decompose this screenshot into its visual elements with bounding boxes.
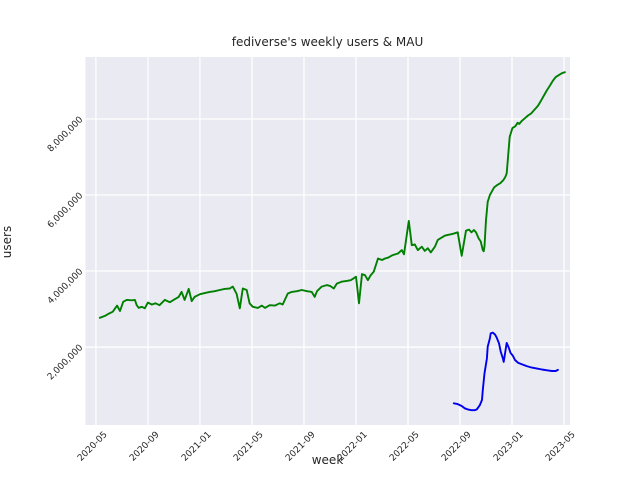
plot-background — [85, 57, 570, 425]
chart-title: fediverse's weekly users & MAU — [231, 35, 424, 49]
series-line-mau — [452, 331, 559, 412]
x-axis-label: week — [311, 453, 344, 467]
y-axis-label: users — [0, 225, 14, 259]
series-line-weekly-users — [98, 71, 566, 319]
